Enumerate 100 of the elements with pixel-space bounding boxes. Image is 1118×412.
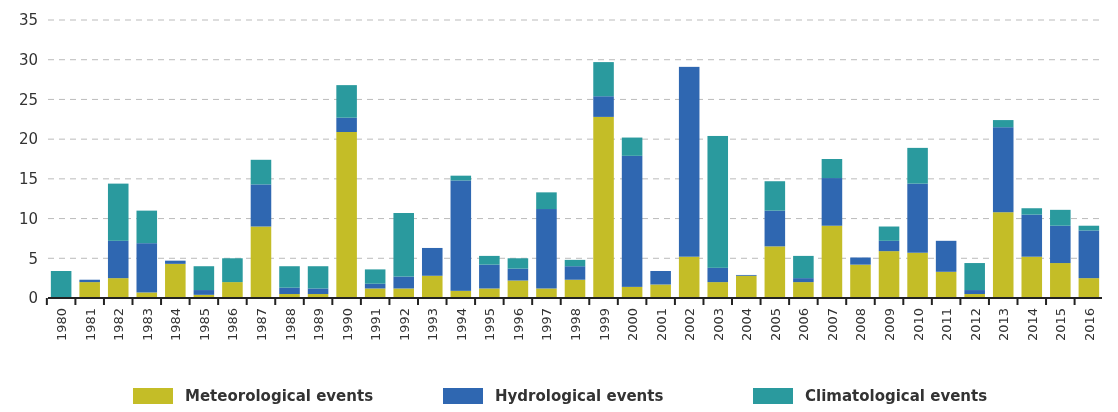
bar	[878, 240, 900, 252]
x-tick-label: 1997	[539, 308, 555, 342]
bar	[992, 120, 1014, 128]
x-tick-label: 1983	[139, 308, 155, 342]
y-tick-label: 20	[18, 130, 38, 149]
bar	[307, 288, 329, 295]
bar	[421, 247, 443, 276]
bar	[1050, 225, 1071, 264]
bar	[564, 279, 586, 298]
x-tick-label: 2015	[1053, 308, 1069, 342]
bar	[364, 269, 386, 284]
x-tick-label: 2000	[625, 308, 641, 342]
x-tick-label: 2012	[967, 308, 983, 342]
bar	[536, 288, 557, 298]
bar	[935, 271, 957, 298]
x-tick-label: 2016	[1081, 308, 1097, 342]
x-tick-label: 2005	[767, 308, 783, 342]
x-tick-label: 2014	[1024, 308, 1040, 342]
bar	[507, 268, 529, 281]
bar	[678, 66, 700, 257]
x-tick-label: 2003	[710, 308, 726, 342]
bar	[764, 210, 786, 247]
bar	[107, 278, 129, 298]
bar	[593, 96, 614, 117]
bar	[650, 284, 671, 298]
x-tick-label: 1991	[368, 308, 384, 342]
bar	[1021, 208, 1043, 215]
bar	[250, 159, 272, 185]
bar	[907, 252, 928, 298]
bar	[650, 270, 671, 285]
x-tick-label: 1992	[396, 308, 412, 342]
bar	[1078, 230, 1100, 279]
bar	[793, 278, 814, 283]
x-tick-label: 2007	[824, 308, 840, 342]
y-tick-label: 30	[18, 50, 38, 69]
bar	[878, 226, 900, 241]
bar	[136, 243, 158, 293]
y-tick-label: 35	[18, 11, 38, 30]
bar	[992, 127, 1014, 213]
x-tick-label: 2004	[739, 308, 755, 342]
bar	[1050, 263, 1071, 298]
bar	[707, 267, 729, 283]
bar	[507, 258, 529, 269]
bar	[393, 213, 414, 277]
x-tick-label: 1986	[225, 308, 241, 342]
bar	[793, 282, 814, 298]
bar	[1021, 256, 1043, 298]
x-tick-label: 2008	[853, 308, 869, 342]
bar	[222, 258, 243, 283]
y-tick-label: 15	[18, 170, 38, 189]
bar	[707, 282, 729, 298]
bar	[336, 131, 357, 298]
bar	[707, 135, 729, 268]
bar	[50, 270, 72, 298]
x-tick-label: 1995	[482, 308, 498, 342]
bar	[136, 292, 158, 298]
x-tick-label: 1993	[425, 308, 441, 342]
bar	[850, 257, 871, 265]
bar	[593, 62, 614, 97]
x-tick-label: 1990	[339, 308, 355, 342]
x-tick-label: 1996	[510, 308, 526, 342]
bar	[193, 290, 215, 295]
bar	[793, 255, 814, 279]
bar	[279, 287, 300, 295]
x-tick-label: 2002	[682, 308, 698, 342]
bar	[736, 275, 757, 298]
bar	[821, 159, 843, 179]
bar	[536, 209, 557, 289]
bar	[336, 117, 357, 132]
bar	[165, 263, 186, 298]
bar	[79, 282, 100, 298]
bar	[393, 276, 414, 289]
bar	[564, 259, 586, 267]
bar	[1021, 214, 1043, 257]
bar	[878, 251, 900, 298]
x-tick-label: 2009	[882, 308, 898, 342]
bar	[250, 184, 272, 227]
x-tick-label: 2011	[939, 308, 955, 342]
bar	[107, 183, 129, 241]
bar	[935, 240, 957, 272]
bar	[307, 266, 329, 289]
x-tick-label: 1988	[282, 308, 298, 342]
bar	[850, 264, 871, 298]
legend-label: Climatological events	[805, 387, 988, 405]
bar	[336, 85, 357, 118]
bar	[165, 260, 186, 264]
x-tick-label: 2013	[996, 308, 1012, 342]
bar	[479, 288, 500, 298]
bar	[907, 147, 928, 184]
bar	[536, 192, 557, 210]
x-tick-label: 1980	[54, 308, 70, 342]
bar	[107, 240, 129, 279]
legend-label: Meteorological events	[185, 387, 374, 405]
y-tick-label: 10	[18, 209, 38, 228]
bar	[964, 290, 985, 295]
bar	[421, 275, 443, 298]
bar	[364, 288, 386, 298]
x-tick-label: 2001	[653, 308, 669, 342]
bar	[964, 263, 985, 291]
bar	[764, 246, 786, 298]
